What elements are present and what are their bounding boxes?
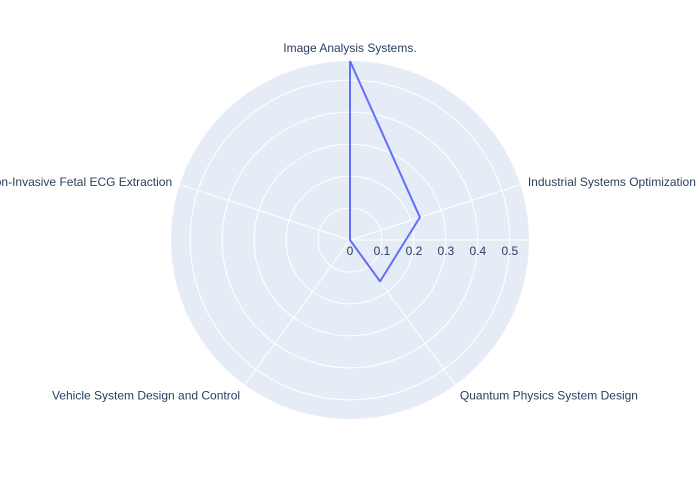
angular-axis-labels: Image Analysis Systems. Industrial System…: [0, 41, 696, 402]
radial-tick-label: 0.2: [406, 244, 423, 258]
radial-tick-label: 0.4: [470, 244, 487, 258]
radial-tick-label: 0.5: [501, 244, 518, 258]
radial-tick-label: 0: [347, 244, 354, 258]
radial-tick-label: 0.1: [374, 244, 391, 258]
radial-tick-label: 0.3: [438, 244, 455, 258]
radial-tick-labels: 0 0.1 0.2 0.3 0.4 0.5: [347, 244, 519, 258]
angular-grid-line: [244, 239, 351, 386]
angular-grid-line: [349, 184, 521, 241]
axis-label-image-analysis-systems: Image Analysis Systems.: [283, 41, 416, 55]
angular-grid-line: [179, 184, 351, 241]
series-layer: [349, 60, 421, 283]
axis-label-non-invasive-fetal-ecg-extraction: Non-Invasive Fetal ECG Extraction: [0, 175, 172, 189]
axis-label-quantum-physics-system-design: Quantum Physics System Design: [460, 388, 638, 402]
axis-label-industrial-systems-optimization: Industrial Systems Optimization: [528, 175, 696, 189]
axis-label-vehicle-system-design-and-control: Vehicle System Design and Control: [52, 388, 240, 402]
